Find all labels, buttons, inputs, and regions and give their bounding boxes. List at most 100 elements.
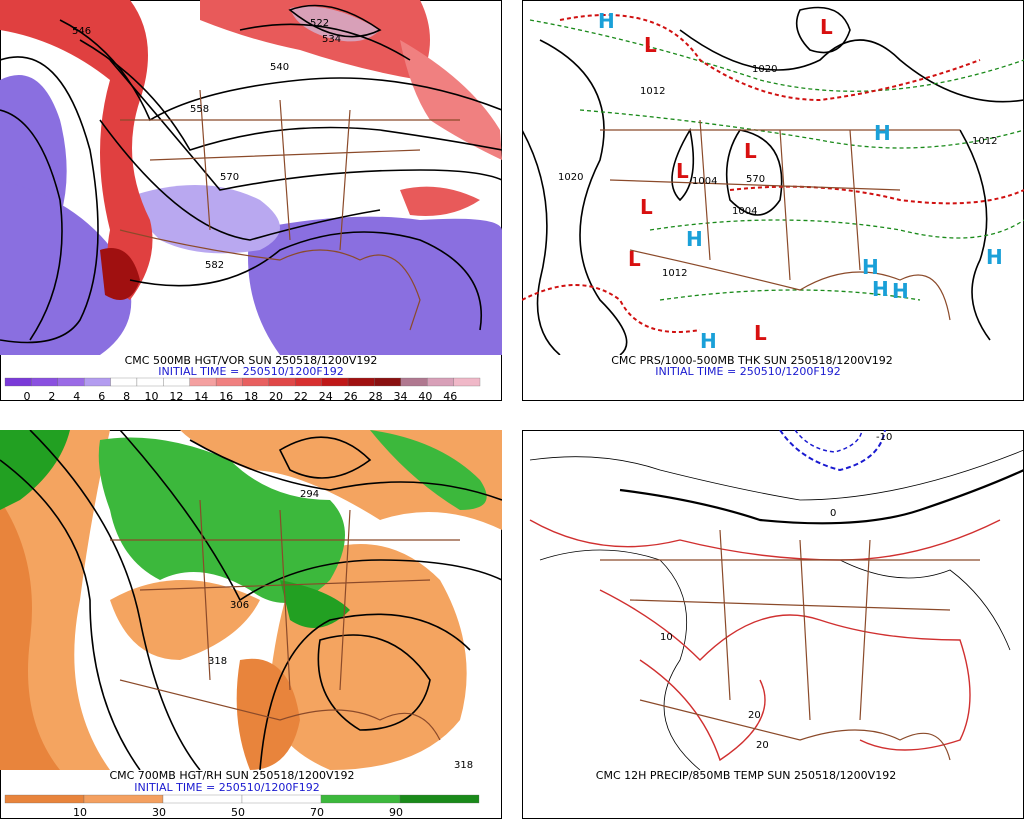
colorbar-swatch	[57, 377, 85, 387]
colorbar-swatch	[399, 794, 480, 804]
caption: CMC 12H PRECIP/850MB TEMP SUN 250518/120…	[596, 769, 896, 782]
caption: CMC PRS/1000-500MB THK SUN 250518/1200V1…	[611, 354, 892, 367]
contour-label: 10	[660, 632, 673, 643]
contour-label: 1012	[662, 268, 687, 279]
init-time: INITIAL TIME = 250510/1200F192	[158, 365, 343, 378]
low-center: L	[644, 33, 657, 57]
contour-label: 546	[72, 26, 91, 37]
colorbar-swatch	[242, 377, 270, 387]
colorbar-label: 18	[244, 390, 258, 403]
contour-label: 570	[220, 172, 239, 183]
colorbar-label: 34	[394, 390, 408, 403]
contour-label: 540	[270, 62, 289, 73]
contour-label: 1012	[640, 86, 665, 97]
contour-label: 0	[830, 508, 836, 519]
caption: CMC 700MB HGT/RH SUN 250518/1200V192	[109, 769, 354, 782]
colorbar-swatch	[453, 377, 481, 387]
high-center: H	[874, 121, 891, 145]
colorbar-label: 24	[319, 390, 333, 403]
colorbar-label: 0	[24, 390, 31, 403]
colorbar-label: 28	[369, 390, 383, 403]
colorbar-label: 16	[219, 390, 233, 403]
colorbar-swatch	[320, 794, 401, 804]
contour-label: 1004	[692, 176, 717, 187]
colorbar-label: 90	[389, 806, 403, 819]
colorbar-label: 4	[73, 390, 80, 403]
colorbar: 0 2 4 6 8 10 12 14 16 18 20 22 24 26 28 34 40 46	[4, 377, 481, 403]
colorbar-swatch	[347, 377, 375, 387]
high-center: H	[892, 279, 909, 303]
high-center: H	[862, 255, 879, 279]
colorbar-label: 46	[443, 390, 457, 403]
panel-prs-thk: 1012 1020 1004 1004 1012 1012 1020 570 H…	[522, 0, 1024, 401]
contour-label: 558	[190, 104, 209, 115]
caption: CMC 500MB HGT/VOR SUN 250518/1200V192	[125, 354, 378, 367]
colorbar-label: 50	[231, 806, 245, 819]
colorbar-swatch	[400, 377, 428, 387]
colorbar-label: 26	[344, 390, 358, 403]
map: 1012 1020 1004 1004 1012 1012 1020 570 H…	[522, 6, 1024, 355]
contour-label: 318	[454, 760, 473, 771]
colorbar-label: 70	[310, 806, 324, 819]
panel-frame	[522, 0, 1024, 401]
contour-label: 582	[205, 260, 224, 271]
contour-label: 522	[310, 18, 329, 29]
colorbar-label: 20	[269, 390, 283, 403]
init-time: INITIAL TIME = 250510/1200F192	[134, 781, 319, 794]
contour-label: 534	[322, 34, 341, 45]
colorbar-swatch	[427, 377, 454, 387]
panel-700mb: 294 306 318 318 CMC 700MB HGT/RH SUN 250…	[0, 430, 502, 819]
colorbar-label: 10	[145, 390, 159, 403]
panel-precip-temp: -10 0 10 20 20 CMC 12H PRECIP/850MB TEMP…	[522, 430, 1024, 819]
map: 294 306 318 318	[0, 430, 502, 771]
low-center: L	[676, 159, 689, 183]
panel-frame	[522, 430, 1024, 819]
colorbar-swatch	[189, 377, 217, 387]
colorbar-label: 22	[294, 390, 308, 403]
colorbar: 10 30 50 70 90	[4, 794, 480, 819]
low-center: L	[628, 247, 641, 271]
colorbar-swatch	[162, 794, 243, 804]
low-center: L	[744, 139, 757, 163]
colorbar-swatch	[84, 377, 111, 387]
high-center: H	[872, 277, 889, 301]
colorbar-swatch	[241, 794, 322, 804]
high-center: H	[986, 245, 1003, 269]
colorbar-label: 12	[169, 390, 183, 403]
map: 546 522 534 540 558 570 582	[0, 0, 502, 355]
colorbar-label: 6	[98, 390, 105, 403]
high-center: H	[700, 329, 717, 353]
colorbar-swatch	[4, 377, 32, 387]
colorbar-label: 8	[123, 390, 130, 403]
colorbar-swatch	[321, 377, 349, 387]
map: -10 0 10 20 20	[529, 430, 1024, 770]
colorbar-label: 40	[418, 390, 432, 403]
colorbar-swatch	[110, 377, 138, 387]
contour-label: 294	[300, 489, 319, 500]
contour-label: 1012	[972, 136, 997, 147]
panel-500mb: 546 522 534 540 558 570 582 CMC 500MB HG…	[0, 0, 502, 403]
contour-label: 306	[230, 600, 249, 611]
colorbar-label: 30	[152, 806, 166, 819]
init-time: INITIAL TIME = 250510/1200F192	[655, 365, 840, 378]
contour-label: 570	[746, 174, 765, 185]
colorbar-swatch	[83, 794, 164, 804]
contour-label: 20	[756, 740, 769, 751]
colorbar-swatch	[4, 794, 85, 804]
colorbar-swatch	[374, 377, 401, 387]
colorbar-swatch	[215, 377, 243, 387]
colorbar-label: 10	[73, 806, 87, 819]
low-center: L	[820, 15, 833, 39]
high-center: H	[598, 9, 615, 33]
contour-label: 1020	[752, 64, 777, 75]
colorbar-label: 14	[194, 390, 208, 403]
colorbar-swatch	[136, 377, 164, 387]
contour-label: 1004	[732, 206, 757, 217]
colorbar-swatch	[163, 377, 190, 387]
colorbar-swatch	[268, 377, 296, 387]
colorbar-swatch	[31, 377, 58, 387]
contour-label: 318	[208, 656, 227, 667]
colorbar-swatch	[295, 377, 322, 387]
contour-label: 1020	[558, 172, 583, 183]
